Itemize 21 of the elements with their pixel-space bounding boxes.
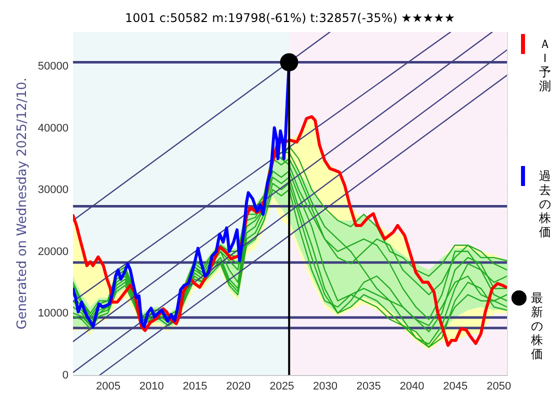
y-tick-label: 0	[62, 370, 68, 382]
x-tick-label: 2035	[356, 380, 381, 392]
y-tick-label: 40000	[38, 122, 68, 134]
legend-label: ＡＩ予測	[539, 37, 551, 93]
legend-label: 過去の株価	[538, 169, 551, 239]
text: Generated on Wednesday 2025/12/10.	[15, 78, 30, 330]
legend-label: 最新の株価	[530, 291, 543, 361]
y-tick-label: 30000	[38, 184, 68, 196]
y-tick-label: 20000	[38, 246, 68, 258]
x-tick-label: 2025	[270, 380, 294, 392]
y-tick-label: 50000	[38, 60, 68, 72]
x-tick-label: 2015	[182, 380, 208, 392]
x-tick-label: 2010	[139, 380, 164, 392]
x-tick-label: 2045	[443, 380, 468, 392]
x-tick-label: 2040	[400, 380, 424, 392]
x-tick-label: 2020	[226, 380, 251, 392]
x-tick-label: 2050	[486, 380, 512, 392]
x-tick-label: 2030	[312, 380, 338, 392]
chart-title: 1001 c:50582 m:19798(-61%) t:32857(-35%) ★★★★★	[125, 11, 455, 25]
x-tick-label: 2005	[96, 380, 120, 392]
y-tick-label: 10000	[38, 308, 68, 320]
